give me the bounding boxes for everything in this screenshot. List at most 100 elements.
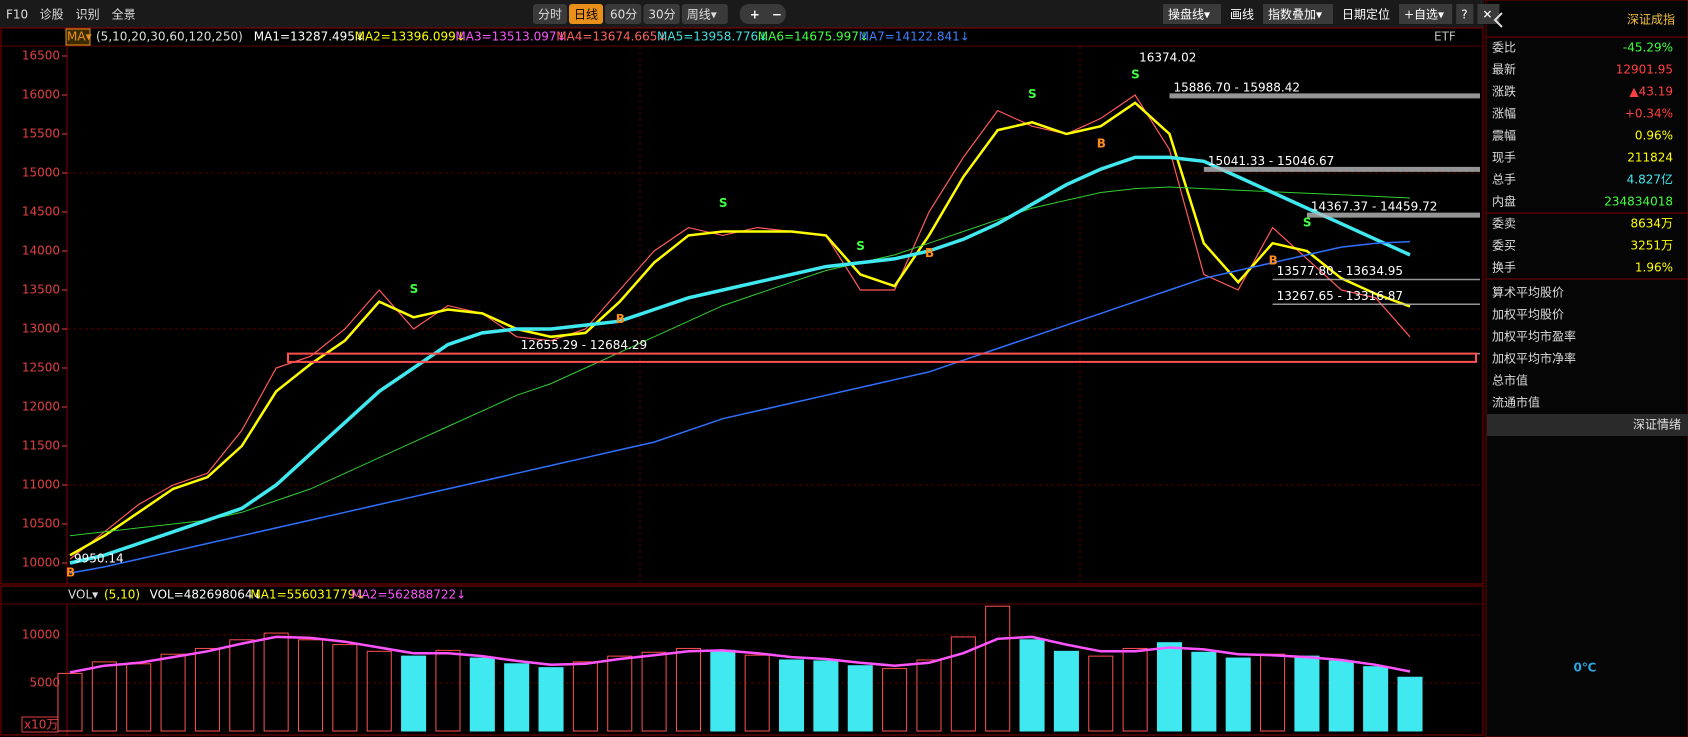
toolbar-button[interactable]: 全景 [112,7,136,22]
row-label: 换手 [1492,261,1516,275]
row-label: 现手 [1492,151,1516,165]
legend-item: MA2=13396.099↓ [355,30,466,44]
toolbar-button[interactable]: 画线 [1230,8,1254,22]
legend-item: MA4=13674.665↓ [556,30,667,44]
legend-item: VOL=482698064↓ [150,588,263,602]
price-line [69,186,1411,537]
legend-button[interactable]: MA▾ [67,30,92,44]
row-label: 最新 [1492,62,1516,77]
signal-marker: S [1028,87,1037,101]
period-label[interactable]: 周线▾ [687,8,717,22]
volume-bar [572,661,598,732]
row-label: 委卖 [1492,217,1516,231]
y-tick-label: 10500 [22,517,60,531]
y-tick-label: 16500 [22,49,60,63]
stat-label: 加权平均市净率 [1492,351,1576,366]
volume-bar [1122,647,1148,732]
row-label: 内盘 [1492,194,1516,209]
toolbar-button[interactable]: 识别 [76,8,100,22]
volume-bar [91,661,117,732]
row-value: 12901.95 [1616,63,1673,77]
period-label[interactable]: 日线 [574,8,598,22]
zoom-button[interactable]: + [750,8,760,22]
level-label: 12655.29 - 12684.29 [521,338,647,352]
volume-bar [1225,657,1251,732]
legend-item: MA2=562888722↓ [351,588,466,602]
signal-marker: B [925,246,934,260]
volume-bar [1156,642,1183,732]
volume-bar [435,649,461,732]
volume-bar [332,644,358,732]
volume-bar [1053,650,1079,732]
toolbar-button[interactable]: 指数叠加▾ [1268,7,1322,22]
level-label: 15886.70 - 15988.42 [1173,80,1299,94]
signal-marker: B [1269,254,1278,268]
row-value: 8634万 [1630,217,1673,231]
stat-label: 总市值 [1492,373,1528,388]
zoom-group [739,4,786,24]
volume-bar [57,672,83,732]
signal-marker: S [1303,216,1312,230]
legend-item: MA7=14122.841↓ [859,30,970,44]
volume-bar [641,651,667,732]
volume-bar [1328,660,1354,732]
period-tab[interactable] [533,4,567,24]
toolbar-button[interactable]: ✕ [1482,8,1492,22]
period-tab[interactable] [643,4,680,24]
legend-button[interactable]: VOL▾ [68,588,98,602]
signal-marker: B [616,312,625,326]
row-label: 委比 [1492,41,1516,55]
volume-bar [675,647,701,732]
row-value: 3251万 [1630,239,1673,253]
row-value: +0.34% [1625,107,1673,121]
y-tick-label: 13000 [22,322,60,336]
y-tick-label: 12000 [22,400,60,414]
price-frame [0,27,1484,585]
volume-bar [916,659,942,732]
period-tab[interactable] [681,4,728,24]
toolbar-button-bg [1399,4,1453,24]
y-tick-label: 11000 [22,478,60,492]
volume-bar [744,654,770,732]
period-tab[interactable] [569,4,603,24]
toolbar-button[interactable]: ? [1461,8,1467,22]
row-value: -45.29% [1623,41,1673,55]
toolbar-button-bg [1163,4,1221,24]
period-tab[interactable] [605,4,642,24]
level-label: 15041.33 - 15046.67 [1208,154,1334,168]
zoom-button[interactable]: − [772,8,782,22]
legend-params: (5,10) [104,588,140,602]
period-label[interactable]: 30分 [648,8,675,22]
signal-marker: B [66,566,75,580]
toolbar-button[interactable]: 日期定位 [1342,7,1390,22]
volume-bar [1363,666,1389,732]
y-tick-label: 14500 [22,205,60,219]
row-label: 委买 [1492,239,1516,253]
volume-bar [504,663,530,732]
volume-bar [985,605,1011,732]
price-line [69,240,1411,574]
legend-params: (5,10,20,30,60,120,250) [96,30,243,44]
toolbar-button[interactable]: F10 [6,8,28,22]
stat-label: 流通市值 [1492,395,1540,410]
volume-bar [263,632,289,732]
back-arrow[interactable] [1493,12,1503,28]
volume-bar [469,657,495,732]
volume-bar [229,639,255,732]
period-label[interactable]: 60分 [610,8,637,22]
stat-label: 加权平均股价 [1492,308,1564,322]
level-label: 13267.65 - 13316.87 [1277,289,1403,303]
side-title: 深证成指 [1627,12,1675,27]
stat-label: 加权平均市盈率 [1492,329,1576,344]
toolbar-button[interactable]: 操盘线▾ [1168,7,1210,22]
volume-bar [297,639,324,732]
legend-button-bg[interactable] [65,28,91,46]
volume-unit: x10万 [24,718,58,732]
y-tick-label: 12500 [22,361,60,375]
period-label[interactable]: 分时 [538,8,562,22]
row-label: 涨跌 [1492,84,1516,99]
toolbar-button[interactable]: +自选▾ [1404,8,1444,22]
toolbar-button[interactable]: 诊股 [40,8,64,22]
toolbar-button-bg [1456,4,1474,24]
